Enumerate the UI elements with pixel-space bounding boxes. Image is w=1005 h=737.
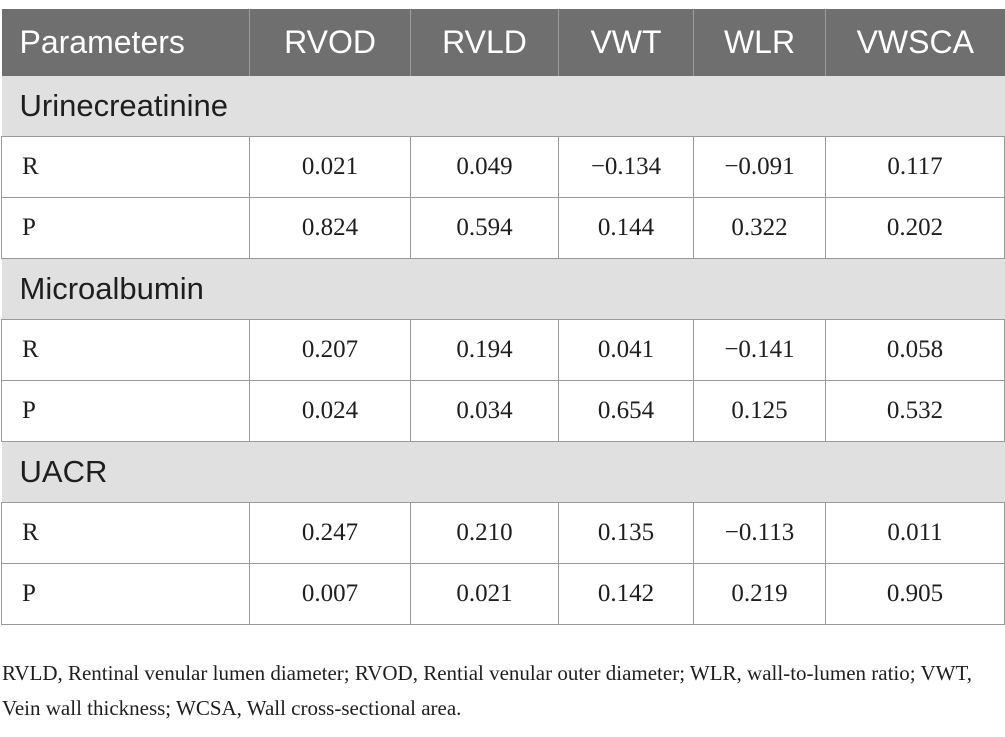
table-cell: 0.135 <box>558 502 694 564</box>
table-cell: 0.210 <box>410 502 559 564</box>
table-cell: 0.654 <box>558 380 694 442</box>
table-cell: 0.207 <box>249 319 411 381</box>
header-rvod: RVOD <box>249 9 411 76</box>
header-vwt: VWT <box>558 9 694 76</box>
table-cell: 0.194 <box>410 319 559 381</box>
table-cell: 0.117 <box>825 136 1005 198</box>
table-cell: 0.021 <box>249 136 411 198</box>
table-cell: 0.049 <box>410 136 559 198</box>
table-cell: 0.219 <box>693 563 826 625</box>
table-row: R 0.021 0.049 −0.134 −0.091 0.117 <box>1 136 1005 198</box>
row-label: P <box>1 563 250 625</box>
group-label: Microalbumin <box>1 258 1005 320</box>
table-cell: 0.125 <box>693 380 826 442</box>
table-cell: 0.824 <box>249 197 411 259</box>
table-row: P 0.824 0.594 0.144 0.322 0.202 <box>1 197 1005 259</box>
header-parameters: Parameters <box>1 9 250 76</box>
row-label: R <box>1 136 250 198</box>
table-cell: 0.034 <box>410 380 559 442</box>
table-cell: −0.141 <box>693 319 826 381</box>
table-row: R 0.207 0.194 0.041 −0.141 0.058 <box>1 319 1005 381</box>
table-cell: 0.247 <box>249 502 411 564</box>
table-cell: 0.024 <box>249 380 411 442</box>
table-cell: 0.021 <box>410 563 559 625</box>
table-cell: 0.594 <box>410 197 559 259</box>
table-cell: −0.113 <box>693 502 826 564</box>
row-label: R <box>1 502 250 564</box>
table-cell: 0.007 <box>249 563 411 625</box>
group-row-uacr: UACR <box>1 441 1005 503</box>
table-row: P 0.007 0.021 0.142 0.219 0.905 <box>1 563 1005 625</box>
table-cell: 0.905 <box>825 563 1005 625</box>
row-label: P <box>1 380 250 442</box>
table-cell: 0.011 <box>825 502 1005 564</box>
header-wlr: WLR <box>693 9 826 76</box>
table-cell: 0.532 <box>825 380 1005 442</box>
group-label: Urinecreatinine <box>1 76 1005 137</box>
table-cell: −0.134 <box>558 136 694 198</box>
table-cell: 0.322 <box>693 197 826 259</box>
header-rvld: RVLD <box>410 9 559 76</box>
header-row: Parameters RVOD RVLD VWT WLR VWSCA <box>1 9 1005 76</box>
group-row-urinecreatinine: Urinecreatinine <box>1 76 1005 137</box>
table-row: R 0.247 0.210 0.135 −0.113 0.011 <box>1 502 1005 564</box>
table-cell: 0.058 <box>825 319 1005 381</box>
table-cell: 0.142 <box>558 563 694 625</box>
table-row: P 0.024 0.034 0.654 0.125 0.532 <box>1 380 1005 442</box>
table-cell: 0.202 <box>825 197 1005 259</box>
row-label: R <box>1 319 250 381</box>
table-footnote: RVLD, Rentinal venular lumen diameter; R… <box>2 661 972 720</box>
header-vwsca: VWSCA <box>825 9 1005 76</box>
group-label: UACR <box>1 441 1005 503</box>
group-row-microalbumin: Microalbumin <box>1 258 1005 320</box>
table-cell: 0.041 <box>558 319 694 381</box>
correlation-table: Parameters RVOD RVLD VWT WLR VWSCA Urine… <box>1 9 1005 625</box>
row-label: P <box>1 197 250 259</box>
table-cell: −0.091 <box>693 136 826 198</box>
table-cell: 0.144 <box>558 197 694 259</box>
